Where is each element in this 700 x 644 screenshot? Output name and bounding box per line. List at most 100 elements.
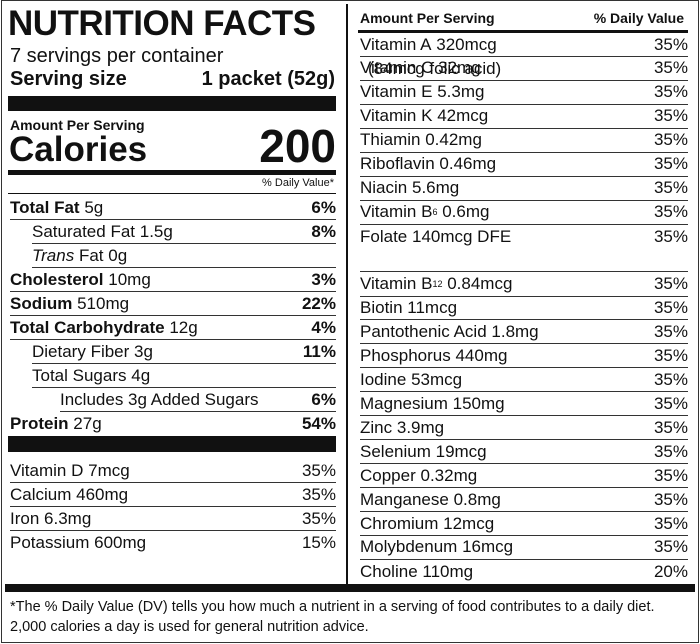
- nutrient-name: Biotin: [360, 297, 403, 317]
- nutrient-row: Vitamin B 12 0.84mcg 35%: [360, 273, 688, 297]
- nutrient-amount: 6.3mg: [44, 508, 92, 528]
- thick-rule: [5, 584, 695, 592]
- nutrient-name: Thiamin: [360, 130, 421, 150]
- nutrient-subscript: 6: [432, 207, 438, 218]
- nutrient-name: Vitamin B: [360, 274, 433, 293]
- nutrient-amount: 27g: [73, 414, 102, 433]
- nutrient-row: Vitamin A 320mcg 35%: [360, 33, 688, 57]
- daily-value: 8%: [311, 221, 336, 241]
- nutrient-row: Potassium 600mg 15%: [10, 531, 336, 555]
- nutrient-name: Fat: [78, 245, 104, 265]
- nutrient-amount: 0.6mg: [442, 202, 490, 222]
- nutrient-name: Zinc: [360, 417, 393, 437]
- nutrient-amount: 0.84mcg: [447, 274, 513, 293]
- nutrient-name: Includes 3g Added Sugars: [60, 389, 259, 409]
- nutrient-name: Vitamin E: [360, 82, 433, 102]
- daily-value: 35%: [653, 178, 688, 198]
- nutrient-name: Total Fat: [10, 197, 80, 217]
- nutrient-amount: 5.6mg: [411, 178, 460, 198]
- daily-value: 35%: [653, 537, 688, 557]
- nutrient-row: Thiamin 0.42mg 35%: [360, 129, 688, 153]
- rule: [358, 30, 688, 33]
- nutrient-name: Selenium: [360, 441, 431, 461]
- servings: 7 servings per container: [10, 45, 224, 67]
- nutrient-row: Pantothenic Acid 1.8mg 35%: [360, 320, 688, 345]
- dv-header: % Daily Value*: [262, 177, 334, 189]
- daily-value: 3%: [311, 269, 336, 289]
- nutrient-amount: 32mg: [438, 58, 481, 78]
- nutrient-amount: 5.3mg: [437, 82, 485, 102]
- daily-value: 35%: [653, 58, 688, 78]
- nutrient-name: Copper: [360, 465, 416, 485]
- nutrient-row: Iodine 53mcg 35%: [360, 368, 688, 393]
- daily-value: 35%: [653, 130, 688, 150]
- nutrient-amount: 510mg: [77, 293, 130, 313]
- calories-value: 200: [259, 120, 336, 172]
- nutrient-amount: 0.32mg: [420, 465, 478, 485]
- nutrient-name: Vitamin K: [360, 106, 433, 126]
- nutrient-name: Pantothenic Acid: [360, 321, 487, 341]
- nutrient-name: Iodine: [360, 369, 407, 389]
- nutrient-name: Vitamin B: [360, 202, 433, 222]
- daily-value: 20%: [653, 561, 688, 581]
- nutrient-amount: 7mcg: [88, 460, 130, 480]
- nutrient-amount: 0.42mg: [425, 130, 482, 150]
- daily-value: 35%: [653, 513, 688, 533]
- nutrient-amount: 4g: [131, 365, 151, 385]
- nutrient-row: Calcium 460mg 35%: [10, 483, 336, 507]
- nutrient-amount: 3.9mg: [396, 417, 445, 437]
- nutrient-amount: 19mcg: [435, 441, 487, 461]
- daily-value: 6%: [311, 389, 336, 409]
- nutrient-name: Vitamin A: [360, 34, 432, 54]
- nutrient-amount: 600mg: [94, 533, 147, 552]
- nutrient-amount: 12mcg: [443, 513, 495, 533]
- nutrient-amount: 0.46mg: [439, 154, 497, 174]
- calories-label: Calories: [9, 130, 148, 169]
- nutrient-amount: 11mcg: [407, 297, 458, 317]
- nutrient-row: Selenium 19mcg 35%: [360, 440, 688, 465]
- nutrient-amount: 460mg: [76, 484, 129, 504]
- nutrient-name: Choline: [360, 561, 418, 581]
- right-header-amount: Amount Per Serving: [360, 10, 495, 26]
- nutrient-amount: 0.8mg: [453, 489, 501, 509]
- right-header-dv: % Daily Value: [593, 10, 684, 26]
- nutrient-name: Potassium: [10, 533, 90, 552]
- nutrient-row: Chromium 12mcg 35%: [360, 512, 688, 536]
- nutrient-name: Total Sugars: [32, 365, 127, 385]
- nutrient-amount: 1.8mg: [491, 321, 539, 341]
- daily-value: 35%: [301, 508, 336, 528]
- nutrient-amount: 140mcg DFE: [411, 226, 512, 246]
- nutrient-amount: 42mcg: [437, 106, 489, 126]
- nutrient-name: Manganese: [360, 489, 449, 509]
- nutrient-note: (84mcg folic acid): [368, 58, 502, 78]
- daily-value: 35%: [653, 489, 688, 509]
- nutrient-row: Manganese 0.8mg 35%: [360, 488, 688, 513]
- nutrient-name: Vitamin C: [360, 58, 434, 78]
- daily-value: 22%: [301, 293, 336, 313]
- daily-value: 35%: [653, 82, 688, 102]
- nutrient-amount: 150mg: [452, 393, 505, 413]
- nutrient-name: Niacin: [360, 178, 408, 198]
- nutrient-name: Sodium: [10, 293, 73, 313]
- nutrient-amount: 5g: [84, 197, 104, 217]
- serving-size-label: Serving size: [10, 68, 127, 90]
- nutrient-row: Magnesium 150mg 35%: [360, 392, 688, 417]
- nutrient-row: Vitamin E 5.3mg 35%: [360, 81, 688, 105]
- thick-rule: [8, 96, 336, 111]
- daily-value: 4%: [311, 317, 336, 337]
- daily-value: 35%: [653, 465, 688, 485]
- nutrient-row: Cholesterol 10mg 3%: [10, 268, 336, 292]
- daily-value: 35%: [653, 202, 688, 222]
- column-divider: [346, 4, 348, 584]
- nutrient-amount: 3g: [134, 341, 153, 361]
- nutrient-amount: 12g: [169, 317, 198, 337]
- nutrient-row: Phosphorus 440mg 35%: [360, 344, 688, 369]
- daily-value: 35%: [653, 369, 688, 389]
- daily-value: 35%: [653, 226, 688, 246]
- nutrient-name: Saturated Fat: [32, 221, 136, 241]
- nutrient-row: Biotin 11mcg 35%: [360, 296, 688, 321]
- nutrient-name: Phosphorus: [360, 345, 451, 365]
- nutrient-row: Sodium 510mg 22%: [10, 292, 336, 316]
- nutrient-name: Protein: [10, 414, 69, 433]
- daily-value: 35%: [653, 106, 688, 126]
